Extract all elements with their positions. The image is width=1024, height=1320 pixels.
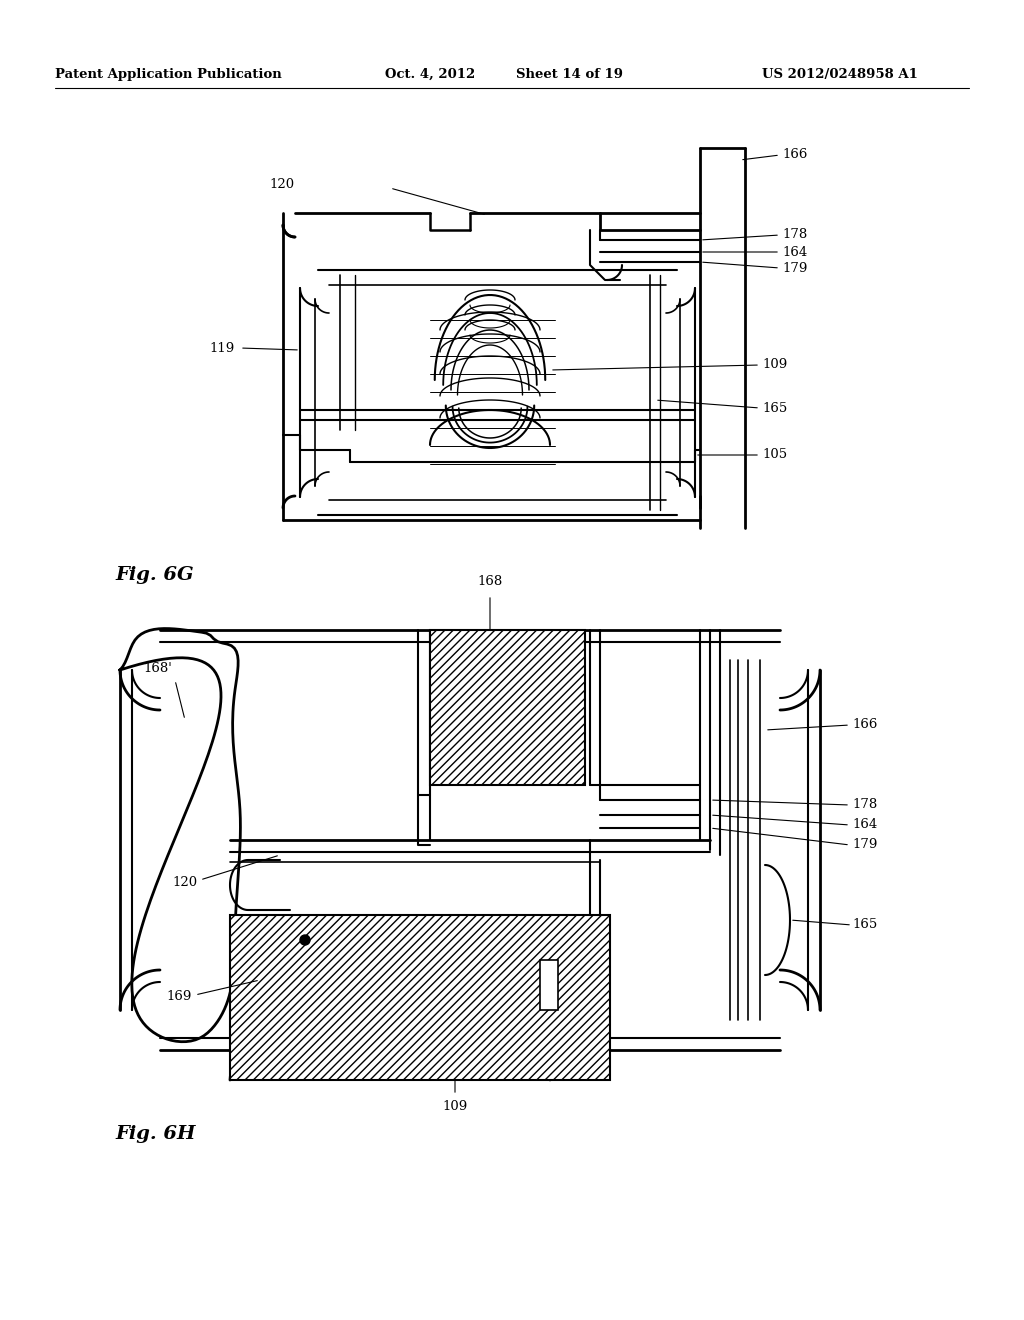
- Text: 119: 119: [210, 342, 234, 355]
- Text: 165: 165: [762, 401, 787, 414]
- Text: US 2012/0248958 A1: US 2012/0248958 A1: [762, 69, 918, 81]
- Text: 120: 120: [173, 875, 198, 888]
- Text: 178: 178: [782, 228, 807, 242]
- Text: 166: 166: [782, 149, 807, 161]
- Text: 168': 168': [143, 663, 172, 675]
- Text: 179: 179: [852, 838, 878, 851]
- Text: 164: 164: [852, 818, 878, 832]
- Text: 105: 105: [762, 449, 787, 462]
- Text: 179: 179: [782, 261, 807, 275]
- Text: 178: 178: [852, 799, 878, 812]
- Text: Fig. 6G: Fig. 6G: [115, 566, 194, 583]
- Bar: [430, 630, 585, 785]
- Text: Fig. 6H: Fig. 6H: [115, 1125, 196, 1143]
- Text: 109: 109: [762, 359, 787, 371]
- Bar: [540, 960, 558, 1010]
- Text: 164: 164: [782, 246, 807, 259]
- Text: 109: 109: [442, 1100, 468, 1113]
- Bar: [230, 915, 610, 1080]
- Text: 169: 169: [167, 990, 193, 1003]
- Circle shape: [300, 935, 310, 945]
- Text: 166: 166: [852, 718, 878, 731]
- Text: 168: 168: [477, 576, 503, 587]
- Text: 120: 120: [270, 178, 295, 191]
- Text: Oct. 4, 2012: Oct. 4, 2012: [385, 69, 475, 81]
- Text: Sheet 14 of 19: Sheet 14 of 19: [516, 69, 624, 81]
- Text: 165: 165: [852, 919, 878, 932]
- Text: Patent Application Publication: Patent Application Publication: [55, 69, 282, 81]
